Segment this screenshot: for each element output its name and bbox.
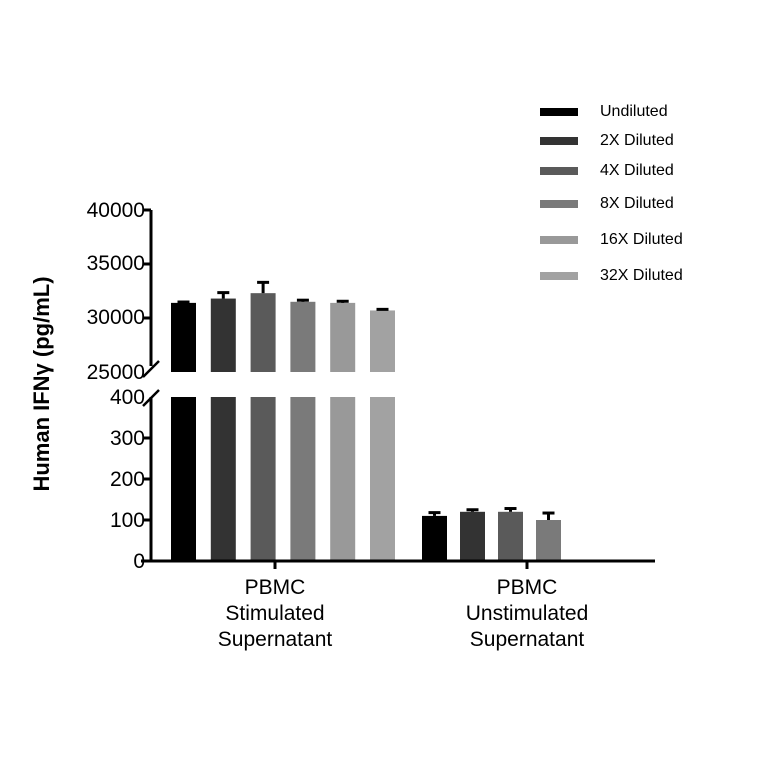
bar [422, 515, 447, 561]
bar [370, 310, 395, 372]
bar [536, 520, 561, 561]
category-label-stimulated: PBMC Stimulated Supernatant [217, 576, 333, 651]
tick-label-200: 200 [109, 468, 145, 491]
legend-item-32x: 32X Diluted [540, 266, 683, 286]
bar [210, 397, 236, 561]
legend-item-4x: 4X Diluted [540, 161, 674, 181]
bar [250, 397, 276, 561]
legend-item-8x: 8X Diluted [540, 194, 674, 214]
tick-label-25000: 25000 [86, 361, 145, 384]
bar [171, 302, 196, 372]
bar [290, 301, 316, 372]
legend-item-16x: 16X Diluted [540, 230, 683, 250]
bars-group [171, 280, 561, 561]
bar [290, 397, 316, 561]
bar [498, 511, 523, 561]
category-label-unstimulated: PBMC Unstimulated Supernatant [465, 576, 589, 651]
legend-swatch [540, 236, 578, 244]
legend-item-2x: 2X Diluted [540, 131, 674, 151]
tick-label-400: 400 [109, 386, 145, 409]
tick-label-100: 100 [109, 509, 145, 532]
tick-label-0: 0 [133, 550, 145, 573]
bar [171, 397, 196, 561]
legend-swatch [540, 108, 578, 116]
tick-label-300: 300 [109, 427, 145, 450]
bar [330, 302, 356, 372]
legend-swatch [540, 167, 578, 175]
tick-label-30000: 30000 [86, 306, 145, 329]
legend-item-undiluted: Undiluted [540, 102, 668, 122]
tick-label-35000: 35000 [86, 252, 145, 275]
tick-label-40000: 40000 [86, 199, 145, 222]
axes [141, 208, 655, 569]
bar [460, 511, 485, 561]
legend-swatch [540, 137, 578, 145]
axis-break-mark-lower [142, 389, 160, 407]
axis-break-mark-upper [142, 360, 160, 378]
bar [370, 397, 395, 561]
bar [210, 298, 236, 372]
legend-swatch [540, 272, 578, 280]
legend-swatch [540, 200, 578, 208]
bar [330, 397, 356, 561]
bar [250, 293, 276, 372]
